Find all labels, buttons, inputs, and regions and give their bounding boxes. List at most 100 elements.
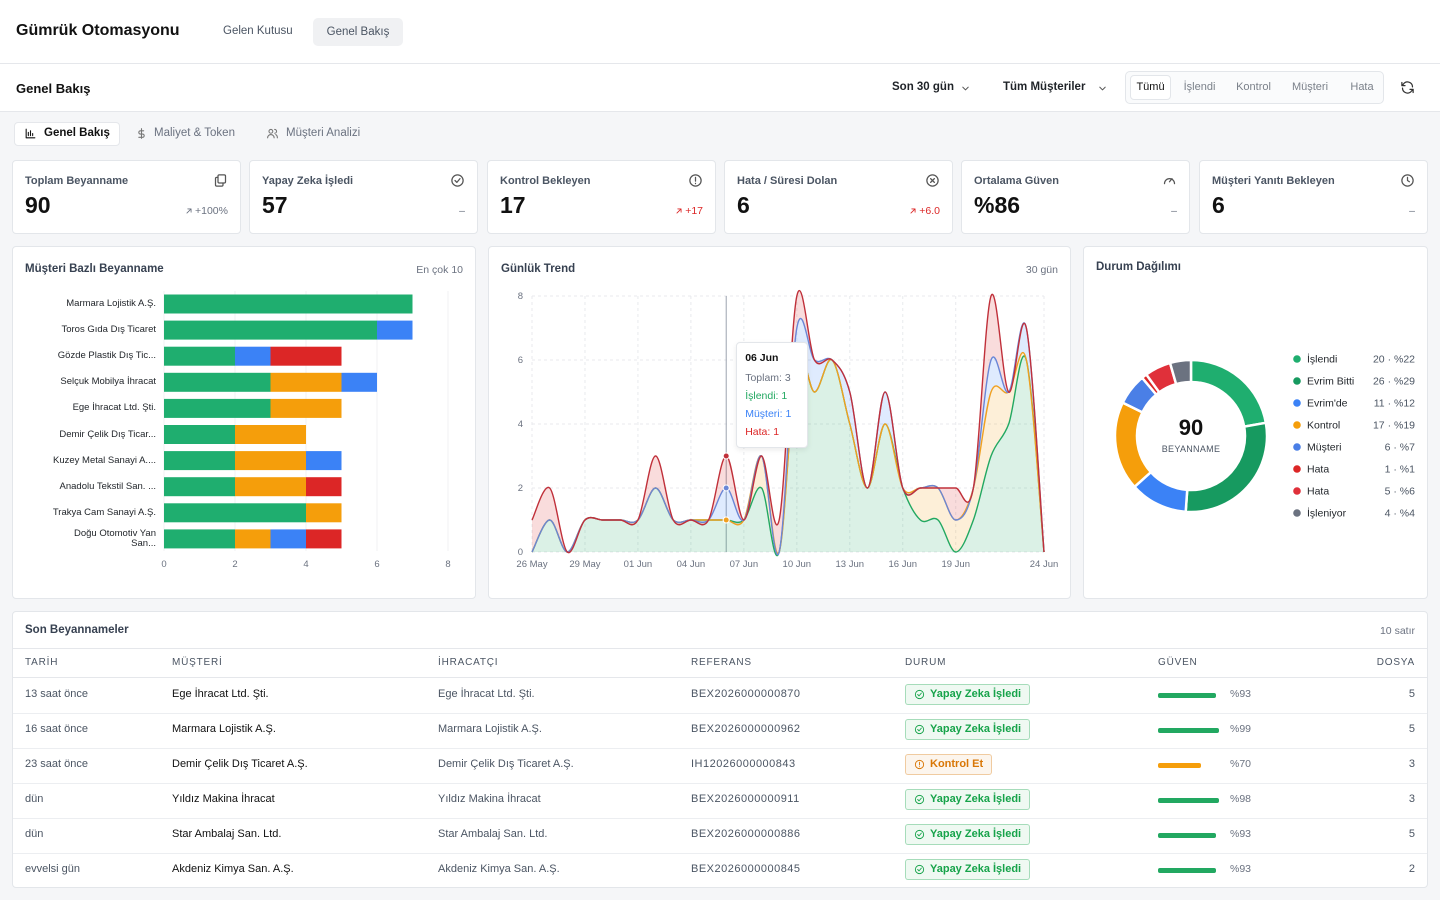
status-icon-part <box>917 867 922 872</box>
kpi-value: 57 <box>262 192 288 218</box>
cell-date: evvelsi gün <box>25 863 81 875</box>
kpi-delta: +17 <box>685 205 703 217</box>
cell-customer: Marmara Lojistik A.Ş. <box>172 723 276 735</box>
bar-segment <box>164 477 235 497</box>
kpi-icon <box>1401 174 1414 187</box>
kpi-value: 6 <box>1212 192 1225 218</box>
segment[interactable]: Hata <box>1350 81 1374 93</box>
legend-label: Evrim Bitti <box>1307 376 1354 388</box>
table-row[interactable] <box>13 783 1427 819</box>
bar-segment <box>270 372 342 392</box>
tab-icon <box>267 128 278 139</box>
cell-files: 3 <box>1408 793 1415 805</box>
cell-files: 5 <box>1408 688 1415 700</box>
kpi-icon <box>214 174 227 187</box>
confidence-label: %98 <box>1230 793 1252 805</box>
kpi-label: Kontrol Bekleyen <box>500 175 591 187</box>
x-tick-label: 8 <box>445 559 450 570</box>
kpi-icon-part <box>451 174 464 187</box>
kpi-delta: – <box>459 205 465 217</box>
kpi-icon-part <box>1406 176 1410 183</box>
y-tick-label: 2 <box>518 483 523 494</box>
confidence-label: %99 <box>1230 723 1252 735</box>
x-tick-label: 29 May <box>569 559 600 570</box>
status-badge: Yapay Zeka İşledi <box>905 719 1031 740</box>
column-header: İHRACATÇI <box>438 657 499 668</box>
kpi-label: Müşteri Yanıtı Bekleyen <box>1212 175 1335 187</box>
refresh-icon-part <box>1401 81 1414 94</box>
legend-value: 1 · %1 <box>1385 464 1416 476</box>
segment[interactable]: İşlendi <box>1183 81 1216 93</box>
cell-exporter: Marmara Lojistik A.Ş. <box>438 723 542 735</box>
kpi-icon-part <box>689 174 702 187</box>
top-bar: Gümrük Otomasyonu Gelen Kutusu Genel Bakış <box>0 0 1440 64</box>
chart-subtitle: 30 gün <box>1025 264 1058 276</box>
kpi-delta: – <box>1171 205 1177 217</box>
tab[interactable]: Maliyet & Token <box>154 127 235 139</box>
x-tick-label: 0 <box>161 559 166 570</box>
bar-segment <box>164 425 235 444</box>
tab-icon <box>138 128 145 139</box>
y-tick-label: Anadolu Tekstil San. ... <box>59 480 156 492</box>
cell-date: 16 saat önce <box>25 723 88 735</box>
filter-dropdown[interactable]: Son 30 gün <box>892 81 954 93</box>
status-icon-part <box>917 692 922 697</box>
hover-dot <box>722 516 730 524</box>
legend-label: Hata <box>1307 464 1329 476</box>
kpi-icon-part <box>454 178 461 183</box>
status-icon-part <box>914 724 925 735</box>
segment[interactable]: Kontrol <box>1236 81 1271 93</box>
segment[interactable]: Müşteri <box>1291 81 1329 93</box>
kpi-icon-part <box>930 178 935 183</box>
table-row[interactable] <box>13 818 1427 854</box>
tab-active[interactable]: Genel Bakış <box>44 127 110 139</box>
bar-segment <box>306 529 342 549</box>
bar-segment <box>306 451 342 471</box>
bar-segment <box>341 372 377 392</box>
donut-slice <box>1168 358 1193 386</box>
status-badge: Yapay Zeka İşledi <box>905 859 1031 880</box>
kpi-label: Yapay Zeka İşledi <box>262 175 354 187</box>
cell-exporter: Akdeniz Kimya San. A.Ş. <box>438 863 560 875</box>
nav-tab-active[interactable]: Genel Bakış <box>313 18 403 46</box>
column-header: DOSYA <box>1376 657 1415 668</box>
confidence-label: %70 <box>1230 758 1252 770</box>
bar-segment <box>164 294 413 314</box>
tab[interactable]: Müşteri Analizi <box>286 127 361 139</box>
filter-dropdown[interactable]: Tüm Müşteriler <box>1003 81 1086 93</box>
bar-segment <box>164 398 271 418</box>
tooltip-line: Hata: 1 <box>745 426 780 438</box>
kpi-card: Kontrol Bekleyen 17 +17 <box>487 160 716 234</box>
y-tick-label: Selçuk Mobilya İhracat <box>60 376 156 388</box>
cell-customer: Demir Çelik Dış Ticaret A.Ş. <box>172 758 308 770</box>
bar-segment <box>235 451 306 471</box>
kpi-icon-part <box>926 174 939 187</box>
table-title: Son Beyannameler <box>25 624 129 636</box>
status-text: Kontrol Et <box>930 758 984 770</box>
x-tick-label: 07 Jun <box>730 559 759 570</box>
tooltip-line: Toplam: 3 <box>745 372 791 384</box>
table-row[interactable] <box>13 748 1427 784</box>
kpi-card: Yapay Zeka İşledi 57 – <box>249 160 478 234</box>
chart-title: Günlük Trend <box>501 263 576 275</box>
status-icon <box>914 759 925 770</box>
cell-customer: Star Ambalaj San. Ltd. <box>172 828 282 840</box>
nav-tab[interactable]: Gelen Kutusu <box>223 25 293 37</box>
status-badge: Yapay Zeka İşledi <box>905 789 1031 810</box>
confidence-bar <box>1158 763 1202 768</box>
bar-segment <box>235 477 306 497</box>
status-badge: Yapay Zeka İşledi <box>905 824 1031 845</box>
table-row[interactable] <box>13 678 1427 714</box>
y-tick-label: 4 <box>518 419 523 430</box>
table-row[interactable] <box>13 713 1427 749</box>
trend-icon <box>186 208 192 214</box>
tooltip-line: Müşteri: 1 <box>745 408 792 420</box>
segment-active[interactable]: Tümü <box>1130 75 1171 100</box>
trend-icon <box>910 208 916 214</box>
cell-exporter: Ege İhracat Ltd. Şti. <box>438 688 535 700</box>
status-icon-part <box>914 794 925 805</box>
tooltip-line: İşlendi: 1 <box>745 390 788 402</box>
tab-icon <box>25 128 36 139</box>
kpi-icon <box>451 174 464 187</box>
